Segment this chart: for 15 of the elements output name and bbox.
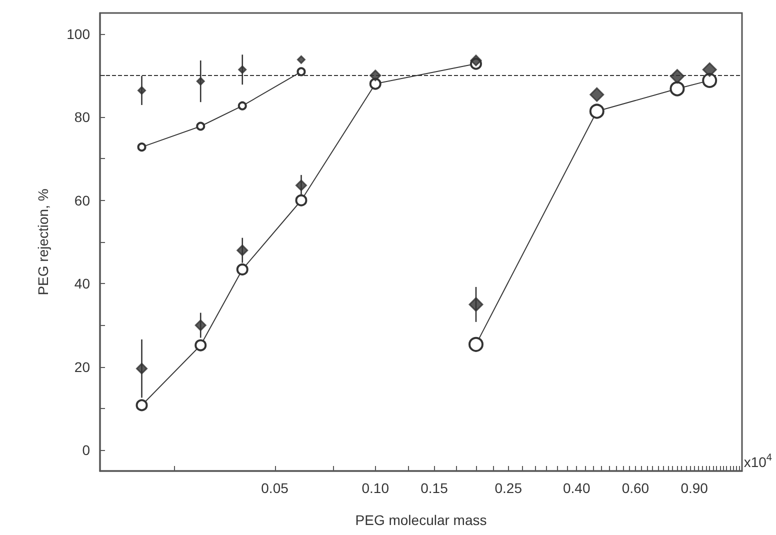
x-tick-label: 0.15 bbox=[420, 480, 448, 496]
y-tick-label: 0 bbox=[82, 442, 90, 458]
x-tick-label: 0.90 bbox=[680, 480, 708, 496]
x-axis-title: PEG molecular mass bbox=[355, 512, 487, 528]
y-tick-label: 20 bbox=[74, 358, 90, 375]
x-tick-label: 0.60 bbox=[622, 480, 650, 496]
y-tick-label: 80 bbox=[74, 109, 90, 126]
y-axis-title: PEG rejection, % bbox=[35, 188, 51, 296]
x-tick-label: 0.05 bbox=[261, 480, 289, 496]
x-tick-label: 0.25 bbox=[494, 480, 522, 496]
y-tick-label: 100 bbox=[66, 26, 90, 42]
x-tick-label: 0.10 bbox=[362, 480, 390, 496]
y-tick-label: 60 bbox=[74, 192, 90, 208]
x-tick-label: 0.40 bbox=[562, 480, 590, 496]
y-tick-label: 40 bbox=[74, 276, 90, 292]
